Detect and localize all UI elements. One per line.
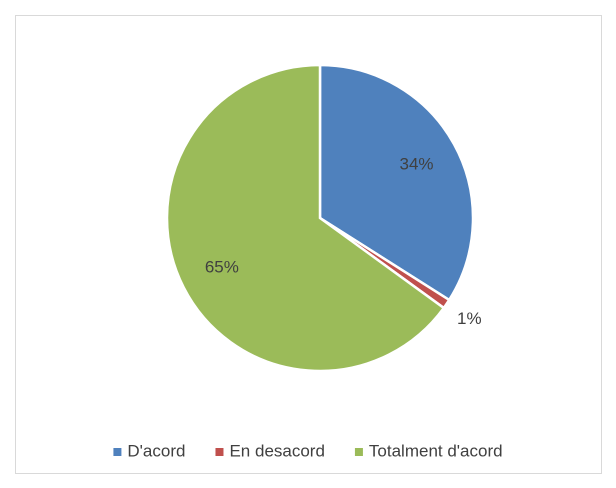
legend-label: Totalment d'acord xyxy=(369,441,503,460)
legend-marker xyxy=(215,448,224,456)
pie-slice xyxy=(165,63,446,373)
data-label: 65% xyxy=(205,257,239,276)
data-label: 1% xyxy=(457,309,482,328)
data-label: 34% xyxy=(400,154,434,173)
legend-marker xyxy=(113,448,122,456)
legend-label: En desacord xyxy=(229,441,324,460)
legend-marker xyxy=(354,448,363,456)
legend-label: D'acord xyxy=(127,441,185,460)
